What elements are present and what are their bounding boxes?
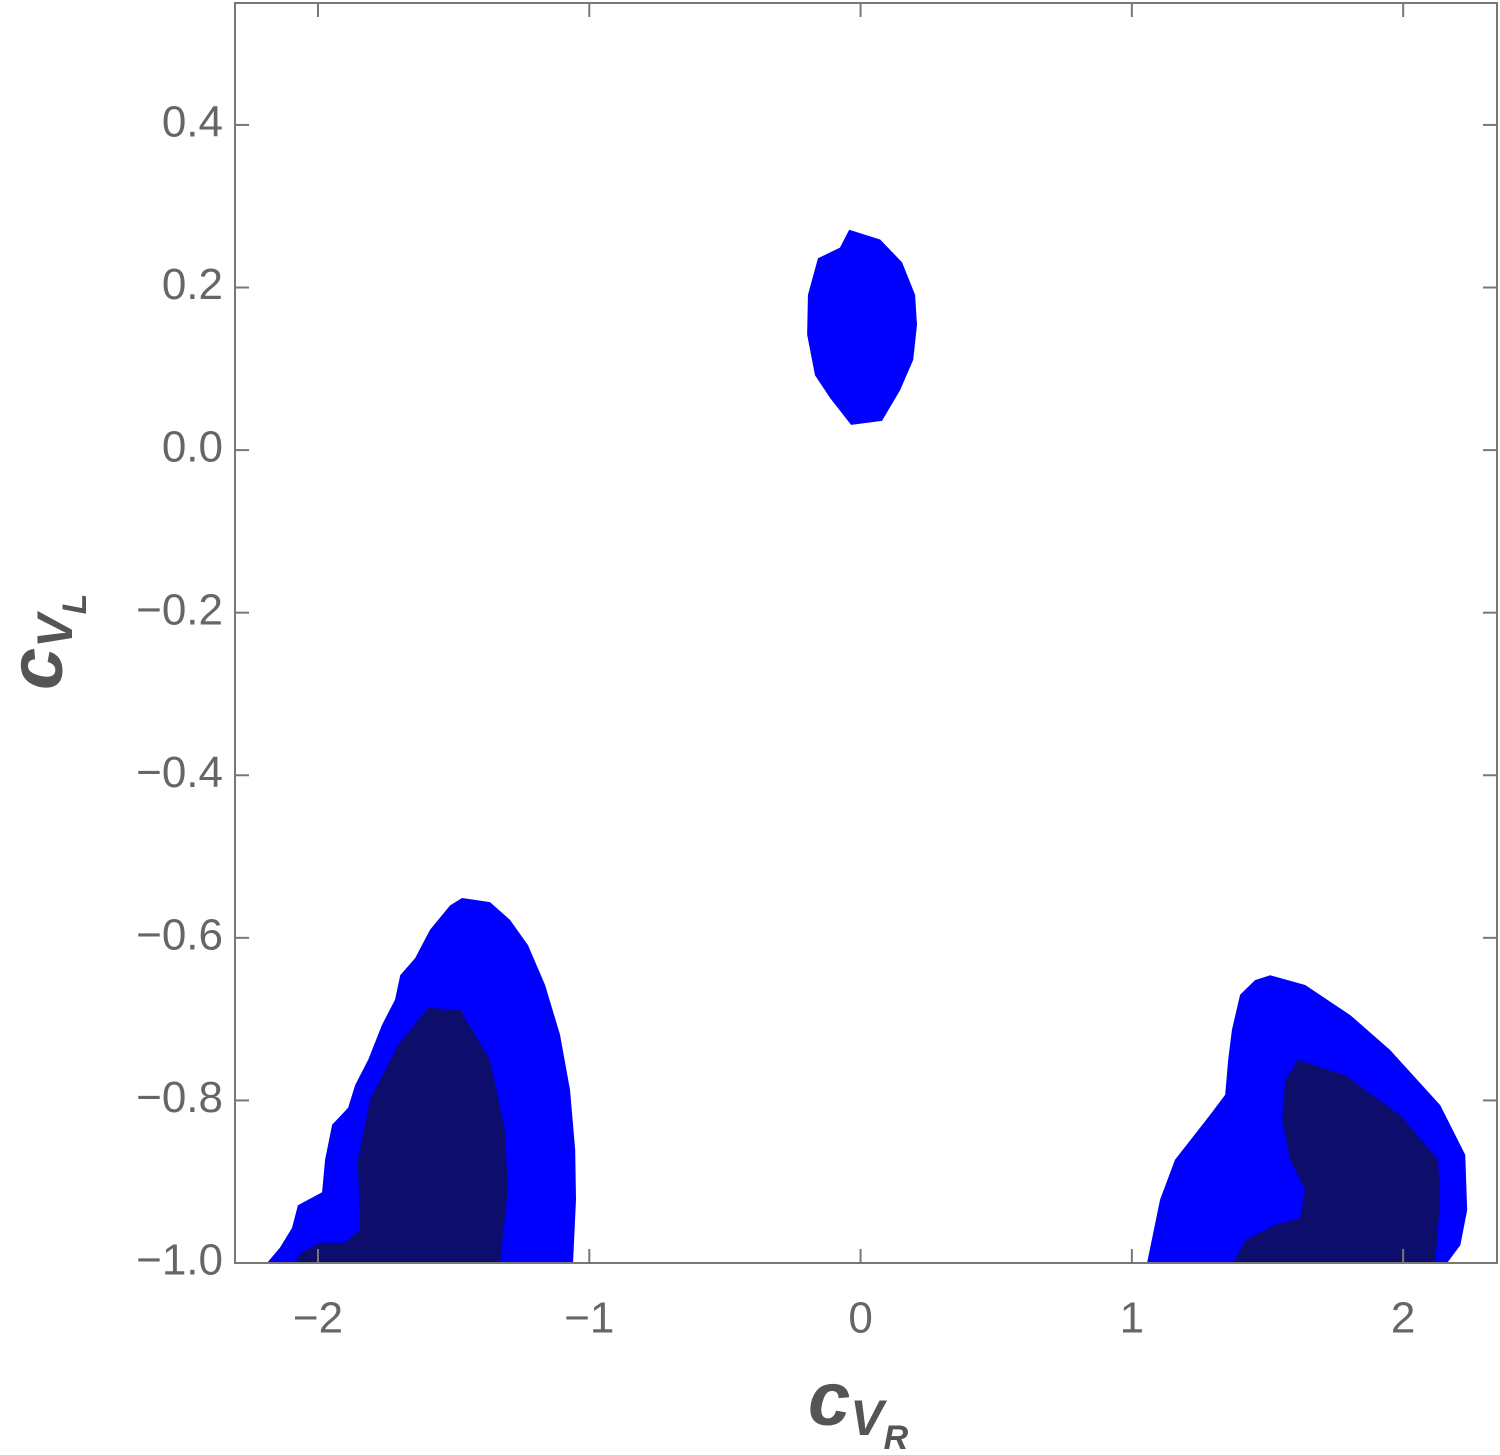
contour-region xyxy=(1233,1059,1441,1263)
x-label-sub: V xyxy=(850,1390,887,1446)
y-axis-label: cVL xyxy=(0,594,94,690)
y-tick-label: 0.0 xyxy=(162,423,223,472)
y-label-subsub: L xyxy=(56,594,94,615)
y-tick-label: −0.8 xyxy=(136,1073,223,1122)
contour-region xyxy=(294,1007,508,1263)
x-tick-label: 2 xyxy=(1391,1294,1415,1343)
x-label-base: c xyxy=(808,1357,850,1442)
x-tick-label: −2 xyxy=(293,1294,343,1343)
y-label-sub: V xyxy=(27,611,83,648)
x-label-subsub: R xyxy=(884,1419,909,1455)
x-tick-label: −1 xyxy=(564,1294,614,1343)
y-tick-label: −0.2 xyxy=(136,585,223,634)
x-axis-label: cVR xyxy=(808,1357,909,1455)
x-tick-label: 1 xyxy=(1120,1294,1144,1343)
y-tick-label: −1.0 xyxy=(136,1236,223,1285)
plot-frame xyxy=(234,2,1498,1264)
x-tick-label: 0 xyxy=(848,1294,872,1343)
y-tick-label: 0.4 xyxy=(162,98,223,147)
y-tick-label: −0.4 xyxy=(136,748,223,797)
y-tick-label: −0.6 xyxy=(136,910,223,959)
y-tick-label: 0.2 xyxy=(162,260,223,309)
y-label-base: c xyxy=(0,648,79,690)
contour-regions xyxy=(267,229,1468,1263)
contour-region xyxy=(807,229,918,425)
